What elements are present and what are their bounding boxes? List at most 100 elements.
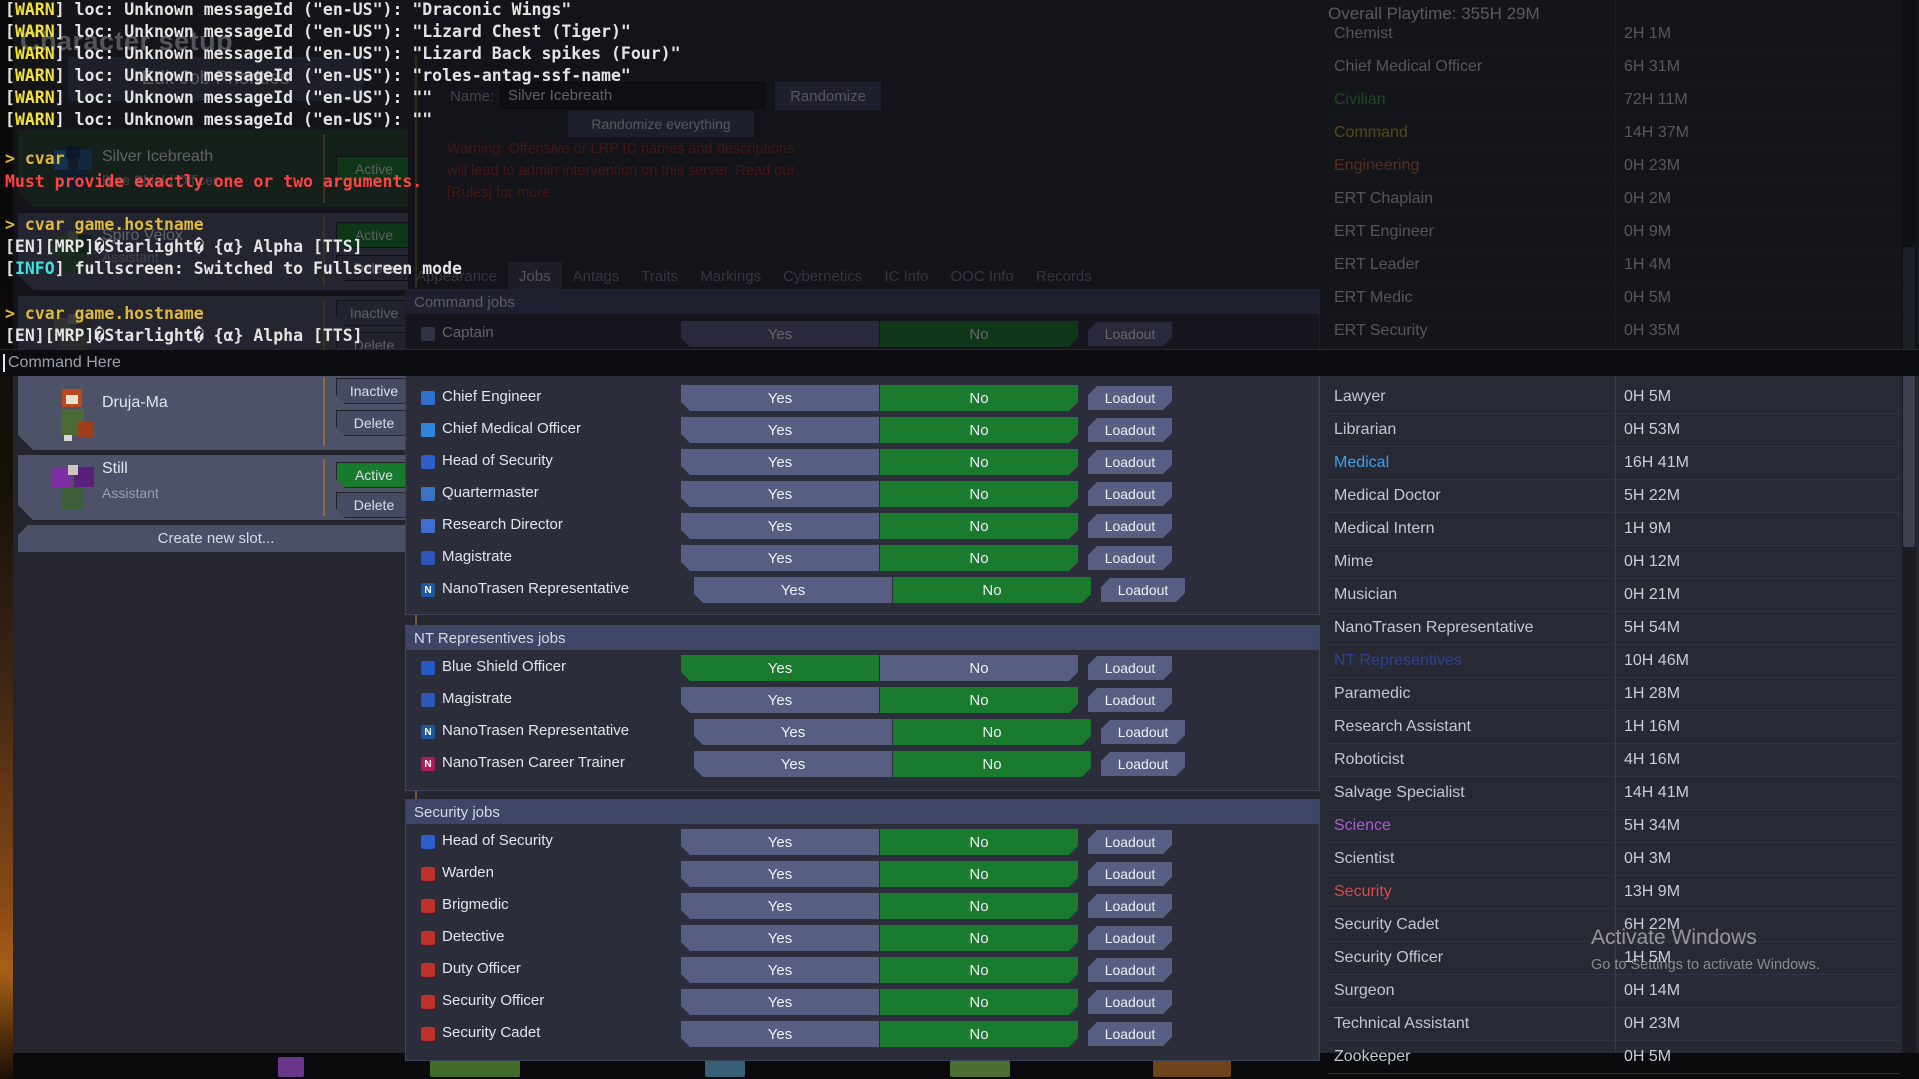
console-text-segment: WARN [14,88,55,107]
research-director-icon [421,519,435,533]
playtime-role-label: NT Representives [1334,652,1462,669]
no-priority-button[interactable]: No [880,861,1078,887]
loadout-button[interactable]: Loadout [1088,862,1172,886]
no-priority-button[interactable]: No [880,925,1078,951]
yes-priority-button[interactable]: Yes [681,989,879,1015]
head-of-security-icon [421,455,435,469]
yes-priority-button[interactable]: Yes [681,481,879,507]
console-text-segment: > cvar [5,149,65,168]
loadout-button[interactable]: Loadout [1088,894,1172,918]
console-line: > cvar game.hostname [5,215,204,234]
yes-priority-button[interactable]: Yes [681,545,879,571]
loadout-button[interactable]: Loadout [1088,656,1172,680]
yes-priority-button[interactable]: Yes [681,449,879,475]
delete-slot-button[interactable]: Delete [336,410,412,436]
loadout-button[interactable]: Loadout [1088,450,1172,474]
job-label: Head of Security [442,452,553,469]
console-input[interactable]: Command Here [0,349,1919,376]
no-priority-button[interactable]: No [880,545,1078,571]
loadout-button[interactable]: Loadout [1088,514,1172,538]
yes-priority-button[interactable]: Yes [681,893,879,919]
loadout-button[interactable]: Loadout [1088,958,1172,982]
no-priority-button[interactable]: No [880,385,1078,411]
no-priority-button[interactable]: No [893,577,1091,603]
inactive-toggle-button[interactable]: Inactive [336,378,412,404]
no-priority-button[interactable]: No [880,829,1078,855]
playtime-value: 1H 5M [1624,949,1672,966]
yes-priority-button[interactable]: Yes [681,655,879,681]
yes-priority-button[interactable]: Yes [681,417,879,443]
no-priority-button[interactable]: No [880,989,1078,1015]
loadout-button[interactable]: Loadout [1101,578,1185,602]
job-row: Security Officer Yes No Loadout [406,986,1319,1018]
loadout-button[interactable]: Loadout [1088,1022,1172,1046]
yes-priority-button[interactable]: Yes [681,925,879,951]
job-row: Warden Yes No Loadout [406,858,1319,890]
console-text-segment: ] [54,44,75,63]
yes-priority-button[interactable]: Yes [681,1021,879,1047]
loadout-button[interactable]: Loadout [1088,926,1172,950]
no-priority-button[interactable]: No [880,513,1078,539]
yes-priority-button[interactable]: Yes [681,829,879,855]
loadout-button[interactable]: Loadout [1088,418,1172,442]
job-label: Warden [442,864,494,881]
loadout-button[interactable]: Loadout [1088,990,1172,1014]
delete-slot-button[interactable]: Delete [336,492,412,518]
console-text-segment: [EN][MRP]�Starlight� {α} Alpha [TTS] [5,237,363,256]
console-text-segment: loc: Unknown messageId ("en-US"): "roles… [74,66,631,85]
playtime-row: Musician 0H 21M [1328,579,1900,612]
console-text-segment: Must provide exactly one or two argument… [5,172,423,191]
create-new-slot-button[interactable]: Create new slot... [18,525,414,552]
loadout-button[interactable]: Loadout [1088,482,1172,506]
playtime-row: Medical 16H 41M [1328,447,1900,480]
job-row: Security Cadet Yes No Loadout [406,1018,1319,1050]
no-priority-button[interactable]: No [880,449,1078,475]
loadout-button[interactable]: Loadout [1088,688,1172,712]
console-text-segment: fullscreen: Switched to Fullscreen mode [74,259,462,278]
yes-priority-button[interactable]: Yes [694,719,892,745]
console-output: [ WARN] loc: Unknown messageId ("en-US"):… [0,0,1919,349]
loadout-button[interactable]: Loadout [1088,546,1172,570]
console-text-segment: [ [5,66,15,85]
no-priority-button[interactable]: No [880,481,1078,507]
console-line: [EN][MRP]�Starlight� {α} Alpha [TTS] [5,326,363,345]
yes-priority-button[interactable]: Yes [681,861,879,887]
job-label: Blue Shield Officer [442,658,566,675]
game-sprite [1153,1057,1231,1077]
no-priority-button[interactable]: No [880,1021,1078,1047]
no-priority-button[interactable]: No [880,957,1078,983]
detective-icon [421,931,435,945]
yes-priority-button[interactable]: Yes [694,577,892,603]
nanotrasen-representative-icon: N [421,725,435,739]
loadout-button[interactable]: Loadout [1101,752,1185,776]
no-priority-button[interactable]: No [880,417,1078,443]
blue-shield-officer-icon [421,661,435,675]
yes-priority-button[interactable]: Yes [681,687,879,713]
no-priority-button[interactable]: No [893,751,1091,777]
yes-priority-button[interactable]: Yes [694,751,892,777]
job-label: Research Director [442,516,563,533]
playtime-role-label: Technical Assistant [1334,1015,1470,1032]
loadout-button[interactable]: Loadout [1101,720,1185,744]
console-line: [EN][MRP]�Starlight� {α} Alpha [TTS] [5,237,363,256]
loadout-button[interactable]: Loadout [1088,830,1172,854]
warden-icon [421,867,435,881]
character-slot[interactable]: Still Assistant Active Delete [18,455,408,520]
console-text-segment: > cvar game.hostname [5,215,204,234]
magistrate-icon [421,551,435,565]
loadout-button[interactable]: Loadout [1088,386,1172,410]
playtime-role-label: Security Cadet [1334,916,1439,933]
yes-priority-button[interactable]: Yes [681,513,879,539]
no-priority-button[interactable]: No [880,655,1078,681]
yes-priority-button[interactable]: Yes [681,957,879,983]
yes-priority-button[interactable]: Yes [681,385,879,411]
no-priority-button[interactable]: No [893,719,1091,745]
head-of-security-icon [421,835,435,849]
character-slot[interactable]: Druja-Ma Inactive Delete [18,373,408,450]
playtime-value: 10H 46M [1624,652,1689,669]
active-toggle-button[interactable]: Active [336,462,412,488]
playtime-value: 0H 5M [1624,1048,1672,1065]
no-priority-button[interactable]: No [880,893,1078,919]
no-priority-button[interactable]: No [880,687,1078,713]
console-text-segment: ] [54,66,75,85]
